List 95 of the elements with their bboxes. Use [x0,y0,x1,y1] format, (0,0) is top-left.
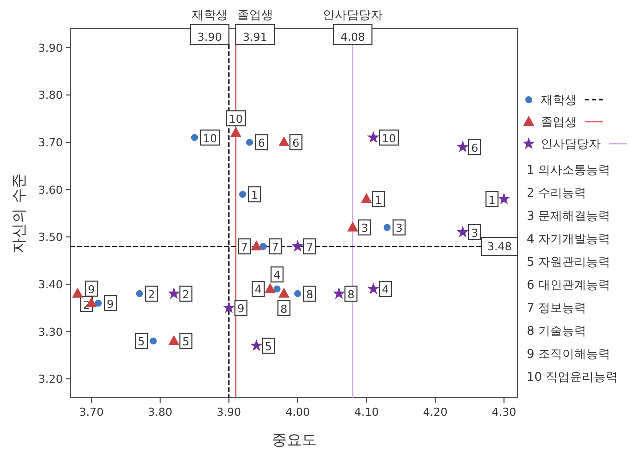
x-axis-title: 중요도 [272,431,317,449]
point [278,288,290,298]
annotation: 4 [382,284,390,297]
y-tick-label: 3.40 [38,278,63,292]
x-tick-label: 3.70 [79,406,104,419]
annotation: 7 [241,241,248,254]
point [294,290,302,298]
annotation: 6 [292,137,300,150]
y-tick-label: 3.20 [38,373,63,386]
y-tick-label: 3.80 [38,89,63,102]
point [136,290,144,298]
text: 4 자기개발능력 [527,232,610,246]
annotation: 9 [107,298,114,311]
point [367,131,380,144]
annotation: 8 [306,288,314,302]
text: 졸업생 [237,8,274,22]
text: 재학생 [192,8,228,22]
point [260,243,268,250]
text: 10 직업윤리능력 [527,370,618,384]
x-tick-label: 4.20 [423,406,448,419]
y-axis-title: 자신의 수준 [10,174,28,254]
annotation: 1 [375,194,382,207]
point [246,139,254,146]
point [72,288,84,298]
annotation: 9 [238,302,245,316]
point [333,287,346,300]
point [168,335,180,346]
annotation: 9 [88,283,96,296]
legend-label: 인사담당자 [541,137,601,151]
point [367,282,380,294]
annotation: 5 [182,336,190,349]
annotation: 3 [471,226,478,240]
x-tick-label: 4.00 [286,406,310,419]
x-tick-label: 3.90 [216,406,242,419]
ref-line-label: 3.48 [488,240,512,254]
point [222,302,236,314]
point [361,193,372,204]
annotation: 4 [274,269,281,282]
point [230,127,242,138]
legend-label: 재학생 [541,93,577,107]
point [150,338,158,345]
point [251,240,262,251]
y-tick-label: 3.90 [38,42,63,55]
text: 3 문제해결능력 [527,209,610,223]
point [384,224,391,232]
point [278,136,290,147]
annotation: 3 [396,222,403,236]
point [347,222,358,232]
text: 9 조직이해능력 [527,347,610,361]
text: 6 대인관계능력 [527,278,610,292]
annotation: 10 [229,113,244,126]
point [274,286,281,293]
text: 8 기술능력 [527,324,586,338]
annotation: 8 [280,302,288,316]
annotation: 4 [254,284,262,297]
text: 2 수리능력 [527,186,586,200]
text: 인사담당자 [322,8,383,22]
point [95,300,102,307]
point [191,134,198,142]
annotation: 8 [348,288,355,302]
ref-line-label: 4.08 [340,31,366,44]
text: 1 의사소통능력 [527,163,610,177]
annotation: 2 [148,288,156,302]
annotation: 6 [471,142,478,155]
x-tick-label: 4.30 [492,406,516,419]
annotation: 2 [182,288,190,302]
y-tick-label: 3.70 [38,136,63,150]
annotation: 7 [272,241,280,254]
point [168,287,180,300]
x-tick-label: 4.10 [354,406,379,419]
text: 5 자원관리능력 [527,255,610,269]
annotation: 7 [306,241,314,254]
text: 7 정보능력 [527,301,586,315]
legend-label: 졸업생 [541,115,577,129]
point [292,240,304,252]
point [264,283,276,294]
y-tick-label: 3.30 [38,326,63,339]
point [456,140,470,153]
ref-line-label: 3.90 [198,31,222,44]
x-tick-label: 3.80 [148,406,173,419]
point [456,226,470,238]
point [239,191,246,198]
annotation: 5 [138,336,146,349]
y-tick-label: 3.50 [38,231,63,244]
point [250,339,263,352]
annotation: 3 [361,222,368,236]
annotation: 6 [258,137,266,150]
annotation: 5 [265,340,272,354]
point [498,192,510,205]
ref-line-label: 3.91 [243,31,268,44]
annotation: 10 [203,132,218,146]
annotation: 10 [382,132,396,146]
y-tick-label: 3.60 [38,184,63,197]
annotation: 1 [251,189,258,202]
annotation: 1 [488,194,496,207]
